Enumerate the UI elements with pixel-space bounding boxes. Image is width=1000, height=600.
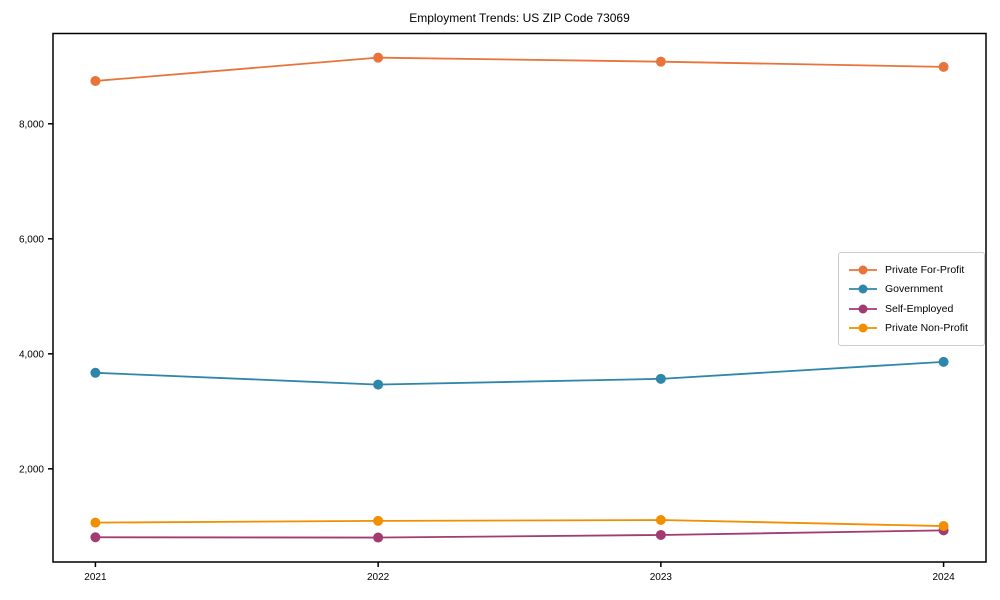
x-tick-label: 2024 — [932, 572, 955, 583]
data-point-self-employed-2023 — [655, 529, 666, 540]
data-point-private-non-profit-2022 — [373, 515, 384, 526]
y-tick-label: 6,000 — [19, 234, 44, 245]
plot-frame — [52, 32, 987, 563]
series-line-self-employed — [95, 529, 944, 539]
legend-line-marker-icon — [849, 323, 877, 333]
x-tick-label: 2021 — [84, 572, 107, 583]
legend-label: Government — [885, 283, 943, 296]
series-line-private-for-profit — [95, 56, 944, 82]
x-tick-label: 2022 — [367, 572, 390, 583]
data-point-self-employed-2022 — [373, 532, 384, 543]
data-point-private-for-profit-2023 — [655, 56, 666, 67]
legend-line-marker-icon — [849, 304, 877, 314]
series-line-private-non-profit — [95, 519, 944, 527]
y-tick-label: 2,000 — [19, 464, 44, 475]
legend-line-marker-icon — [849, 284, 877, 294]
legend-label: Private Non-Profit — [885, 322, 968, 335]
data-point-government-2022 — [373, 379, 384, 390]
data-point-government-2021 — [90, 367, 101, 378]
data-point-private-for-profit-2024 — [938, 61, 949, 72]
legend-item-private-for-profit: Private For-Profit — [848, 260, 975, 280]
legend-item-self-employed: Self-Employed — [848, 299, 975, 319]
legend-line-marker-icon — [849, 265, 877, 275]
y-tick-label: 8,000 — [19, 119, 44, 130]
data-point-private-for-profit-2022 — [373, 52, 384, 63]
data-point-self-employed-2021 — [90, 532, 101, 543]
data-point-private-non-profit-2024 — [938, 521, 949, 532]
legend-label: Private For-Profit — [885, 263, 965, 276]
legend: Private For-Profit Government Self-Employe… — [838, 252, 985, 346]
series-line-government — [95, 360, 944, 386]
legend-item-private-non-profit: Private Non-Profit — [848, 319, 975, 339]
y-tick-label: 4,000 — [19, 349, 44, 360]
data-point-private-non-profit-2021 — [90, 517, 101, 528]
data-point-private-non-profit-2023 — [655, 515, 666, 526]
chart-title: Employment Trends: US ZIP Code 73069 — [409, 11, 630, 25]
legend-item-government: Government — [848, 280, 975, 300]
data-point-private-for-profit-2021 — [90, 75, 101, 86]
legend-label: Self-Employed — [885, 302, 954, 315]
x-tick-label: 2023 — [650, 572, 673, 583]
data-point-government-2023 — [655, 373, 666, 384]
data-point-government-2024 — [938, 356, 949, 367]
